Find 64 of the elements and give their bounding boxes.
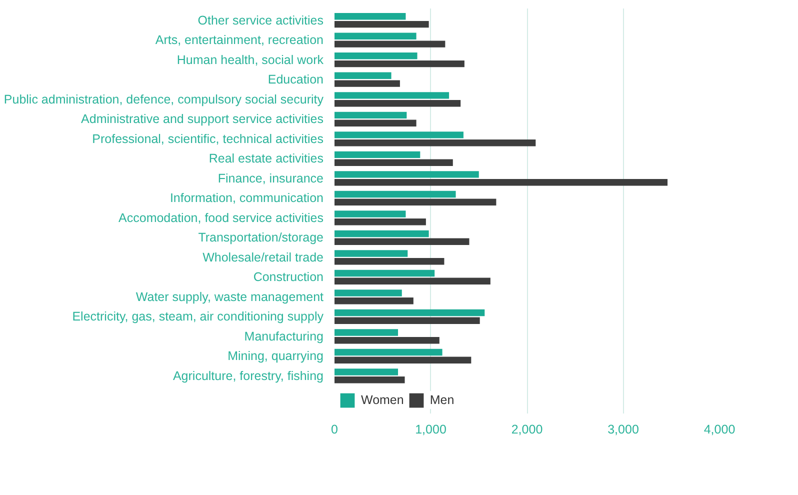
bar	[334, 290, 402, 296]
x-tick-label: 1,000	[415, 422, 446, 436]
bar	[334, 40, 446, 48]
legend-label: Men	[430, 393, 454, 407]
bar	[334, 230, 429, 238]
bar	[334, 120, 416, 126]
bar	[334, 368, 398, 376]
x-tick-label: 0	[331, 422, 338, 436]
y-tick-label: Administrative and support service activities	[81, 112, 324, 126]
bar	[334, 139, 536, 146]
y-tick-label: Manufacturing	[244, 329, 324, 344]
y-tick-label: Transportation/storage	[198, 230, 324, 245]
bar	[334, 190, 456, 198]
bar	[334, 238, 470, 245]
y-tick-label: Other service activities	[198, 13, 324, 28]
bar	[334, 132, 464, 138]
bar	[334, 72, 392, 80]
y-tick-label: Accomodation, food service activities	[118, 210, 324, 225]
legend-label: Women	[361, 393, 404, 407]
bar	[334, 309, 485, 316]
bar	[334, 210, 406, 218]
y-tick-label: Education	[268, 72, 324, 87]
y-tick-label: Wholesale/retail trade	[202, 250, 324, 264]
bar	[334, 92, 450, 99]
bar	[334, 112, 407, 119]
bar	[334, 100, 461, 107]
bar	[334, 151, 420, 158]
bar	[334, 317, 480, 324]
bar	[334, 60, 464, 68]
y-tick-label: Professional, scientific, technical activities	[92, 132, 324, 146]
y-tick-label: Public administration, defence, compulsory social security	[4, 92, 324, 106]
bar	[334, 278, 490, 284]
y-tick-label: Agriculture, forestry, fishing	[172, 368, 324, 383]
bar	[334, 159, 453, 166]
bar	[334, 80, 400, 87]
bar	[334, 348, 442, 356]
bar	[334, 178, 668, 186]
bar	[334, 20, 429, 28]
bar	[334, 250, 408, 257]
x-tick-label: 3,000	[608, 422, 639, 436]
bar	[334, 32, 416, 40]
bar	[334, 258, 444, 265]
x-tick-label: 4,000	[704, 422, 736, 436]
y-tick-label: Finance, insurance	[218, 171, 324, 186]
y-tick-label: Real estate activities	[208, 152, 324, 166]
bar	[334, 329, 398, 336]
x-tick-label: 2,000	[511, 422, 543, 436]
bar	[334, 198, 496, 206]
y-tick-label: Mining, quarrying	[228, 349, 324, 364]
y-tick-label: Electricity, gas, steam, air conditioning supply	[72, 310, 324, 324]
bar	[334, 52, 418, 60]
bar	[334, 337, 440, 344]
bar	[334, 171, 479, 178]
bar	[334, 376, 405, 384]
y-tick-label: Construction	[253, 270, 324, 284]
y-tick-label: Human health, social work	[176, 52, 324, 67]
y-tick-label: Information, communication	[170, 191, 324, 206]
y-tick-label: Water supply, waste management	[136, 290, 324, 304]
bar	[334, 356, 472, 364]
bar	[334, 298, 414, 304]
bar	[334, 218, 426, 226]
bar	[334, 13, 406, 20]
y-tick-label: Arts, entertainment, recreation	[155, 33, 324, 48]
bar	[334, 270, 435, 277]
